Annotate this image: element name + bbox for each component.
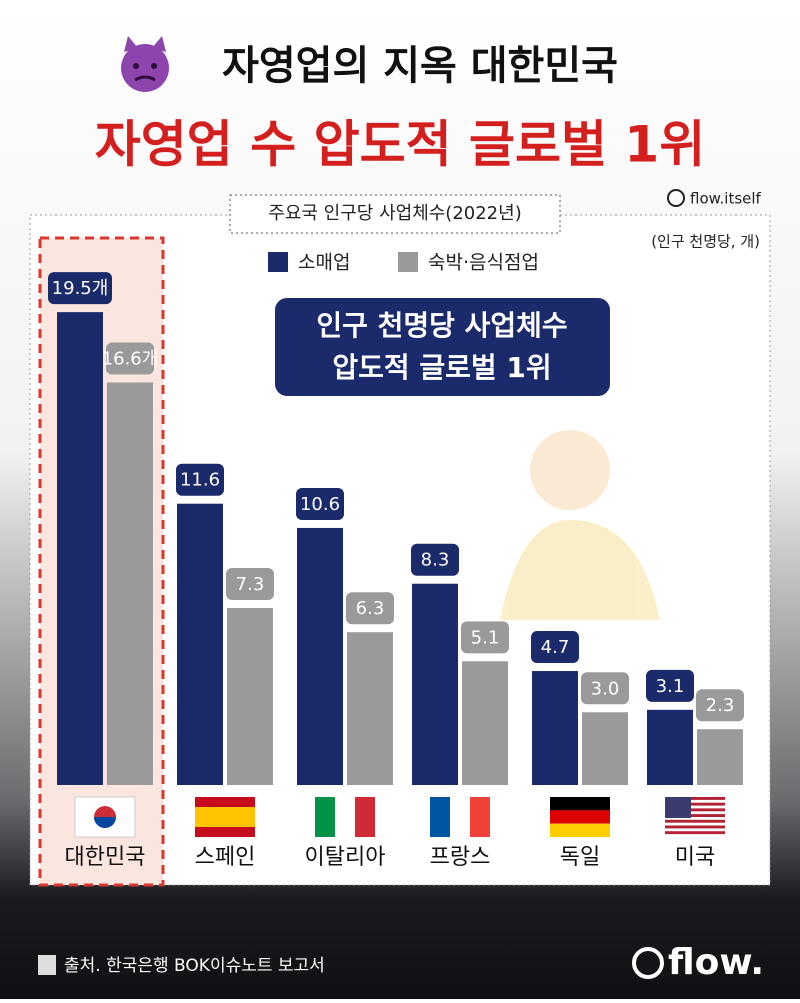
flag [430,797,450,837]
legend-label: 숙박·음식점업 [428,252,539,274]
legend-swatch [268,252,288,272]
x-tick-label: 이탈리아 [305,845,386,870]
flag [470,797,490,837]
x-tick-label: 스페인 [195,845,256,870]
x-tick-label: 독일 [560,845,600,870]
value-label: 3.0 [591,678,620,699]
x-tick-label: 미국 [675,845,715,870]
flag [665,797,725,800]
flag [355,797,375,837]
callout-text: 인구 천명당 사업체수 [316,309,567,342]
flag [665,802,725,806]
title: 자영업의 지옥 대한민국 [222,43,618,89]
bar [347,632,393,785]
flag [550,823,610,837]
flag [195,807,255,827]
value-label-box [226,567,274,600]
x-tick-label: 프랑스 [430,845,491,870]
value-label-box [411,543,459,576]
chart-title: 주요국 인구당 사업체수(2022년) [268,203,521,224]
value-label-box [461,621,509,654]
value-label: 8.3 [421,550,450,571]
flag [665,808,725,812]
bar [412,583,458,785]
legend-swatch [398,252,418,272]
flag [550,797,610,811]
value-label: 16.6개 [102,348,159,369]
source: 출처. 한국은행 BOK이슈노트 보고서 [64,956,325,976]
worker-illustration [500,430,660,620]
instagram-icon [667,189,685,207]
callout-text: 압도적 글로벌 1위 [332,351,551,384]
value-label: 6.3 [356,598,385,619]
value-label-box [531,631,579,664]
unit-label: (인구 천명당, 개) [651,233,760,251]
value-label-box [176,463,224,496]
flag [550,810,610,824]
bar [297,527,343,785]
flag [450,797,470,837]
value-label: 2.3 [706,695,735,716]
bar [177,503,223,785]
x-tick-label: 대한민국 [65,845,146,870]
value-label: 3.1 [656,676,685,697]
bar [227,607,273,785]
bar [647,709,693,785]
value-label: 4.7 [541,637,570,658]
value-label-box [646,669,694,702]
logo: flow. [668,942,764,983]
flag [74,796,136,838]
bar [697,729,743,785]
value-label-box [106,342,154,375]
value-label-box [48,272,112,305]
value-label-box [346,592,394,625]
bar [582,712,628,785]
flag [335,797,355,837]
flag [665,825,725,829]
bar [462,661,508,785]
subtitle: 자영업 수 압도적 글로벌 1위 [95,116,705,174]
flag [665,819,725,823]
value-label: 7.3 [236,574,265,595]
value-label: 5.1 [471,627,500,648]
value-label-box [581,672,629,705]
bar [57,312,103,785]
value-label-box [296,487,344,520]
emoji-icon [121,36,169,92]
flag [94,817,116,828]
value-label: 19.5개 [52,278,109,299]
flag [665,797,691,818]
legend-label: 소매업 [298,252,350,274]
bar [532,671,578,785]
account: flow.itself [690,190,762,208]
flag [665,814,725,817]
flag [315,797,335,837]
value-label: 11.6 [180,470,220,491]
value-label-box [696,689,744,722]
doc-icon [38,955,56,975]
value-label: 10.6 [300,494,340,515]
callout-box [275,298,610,396]
bar [107,382,153,785]
logo-icon [632,947,664,979]
flag [665,831,725,835]
chart-title-box [229,194,561,234]
